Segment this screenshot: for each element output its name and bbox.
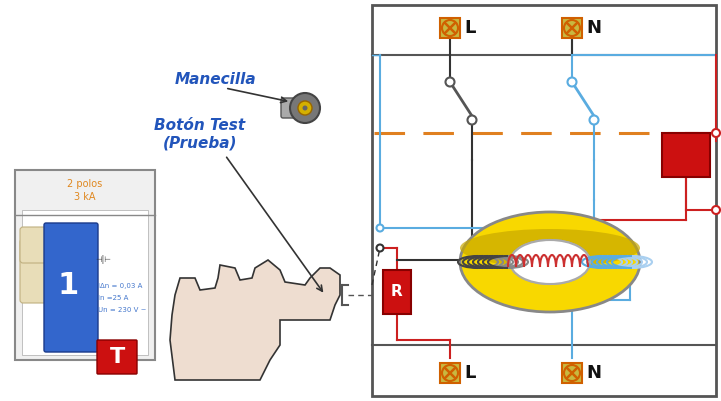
Circle shape: [303, 105, 307, 111]
Circle shape: [712, 129, 720, 137]
Text: L: L: [464, 364, 475, 382]
Text: IΔn = 0,03 A: IΔn = 0,03 A: [98, 283, 142, 289]
Text: R: R: [391, 284, 403, 300]
Bar: [22, 210, 148, 355]
Bar: [15, 170, 155, 360]
Text: Manecilla: Manecilla: [174, 73, 256, 87]
Ellipse shape: [510, 240, 590, 284]
Text: T: T: [110, 347, 125, 367]
Circle shape: [290, 93, 320, 123]
Text: Un = 230 V ~: Un = 230 V ~: [98, 307, 146, 313]
Text: 1: 1: [58, 271, 79, 300]
Ellipse shape: [460, 212, 640, 312]
Circle shape: [467, 115, 477, 124]
Text: Botón Test: Botón Test: [154, 117, 246, 132]
Bar: [662, 133, 710, 177]
Bar: [562, 18, 582, 38]
FancyBboxPatch shape: [281, 98, 307, 118]
Text: In =25 A: In =25 A: [98, 295, 128, 301]
Circle shape: [567, 77, 577, 87]
Text: 2 polos: 2 polos: [67, 179, 102, 189]
FancyBboxPatch shape: [97, 340, 137, 374]
Text: L: L: [464, 19, 475, 37]
Bar: [440, 363, 460, 383]
FancyBboxPatch shape: [44, 223, 98, 352]
FancyBboxPatch shape: [20, 227, 48, 263]
Ellipse shape: [460, 229, 640, 267]
Circle shape: [298, 101, 312, 115]
Circle shape: [376, 245, 384, 251]
Circle shape: [376, 225, 384, 231]
Circle shape: [712, 206, 720, 214]
Bar: [372, 5, 716, 396]
Polygon shape: [170, 260, 340, 380]
Text: (Prueba): (Prueba): [163, 136, 237, 150]
FancyBboxPatch shape: [20, 239, 48, 303]
Bar: [440, 18, 460, 38]
Text: ⊣|⊢: ⊣|⊢: [95, 255, 111, 265]
Circle shape: [446, 77, 454, 87]
Circle shape: [590, 115, 598, 124]
Bar: [562, 363, 582, 383]
Text: 3 kA: 3 kA: [74, 192, 96, 202]
Bar: [383, 270, 411, 314]
Text: N: N: [586, 19, 601, 37]
Ellipse shape: [510, 240, 590, 284]
Text: N: N: [586, 364, 601, 382]
